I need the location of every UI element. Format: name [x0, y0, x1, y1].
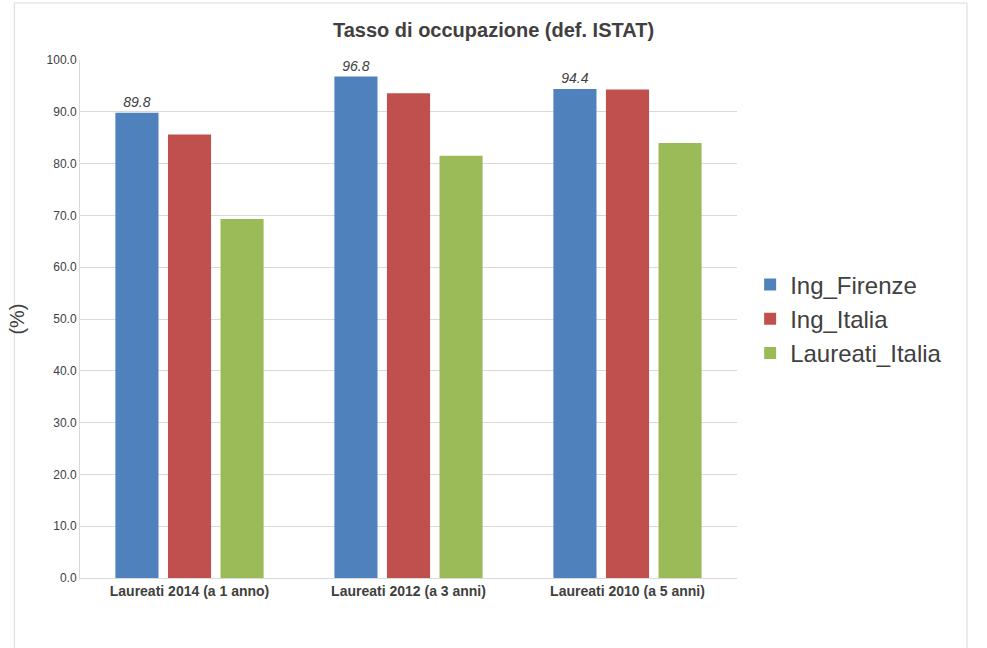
svg-text:30.0: 30.0 — [53, 416, 77, 430]
svg-text:70.0: 70.0 — [53, 209, 77, 223]
svg-text:94.4: 94.4 — [561, 70, 588, 86]
svg-text:Tasso di occupazione (def. IST: Tasso di occupazione (def. ISTAT) — [333, 19, 654, 41]
svg-text:Ing_Italia: Ing_Italia — [790, 306, 888, 333]
svg-text:20.0: 20.0 — [53, 468, 77, 482]
svg-text:Ing_Firenze: Ing_Firenze — [790, 272, 917, 299]
svg-text:50.0: 50.0 — [53, 312, 77, 326]
svg-text:89.8: 89.8 — [123, 94, 150, 110]
svg-text:90.0: 90.0 — [53, 105, 77, 119]
svg-text:80.0: 80.0 — [53, 157, 77, 171]
svg-text:Laureati 2010 (a 5 anni): Laureati 2010 (a 5 anni) — [550, 583, 705, 599]
svg-text:96.8: 96.8 — [342, 58, 369, 74]
svg-text:(%): (%) — [6, 303, 28, 334]
svg-text:40.0: 40.0 — [53, 364, 77, 378]
svg-text:60.0: 60.0 — [53, 260, 77, 274]
svg-text:100.0: 100.0 — [47, 53, 77, 67]
svg-text:Laureati_Italia: Laureati_Italia — [790, 340, 941, 367]
svg-text:Laureati 2012 (a 3 anni): Laureati 2012 (a 3 anni) — [331, 583, 486, 599]
svg-text:10.0: 10.0 — [53, 519, 77, 533]
svg-text:Laureati 2014 (a 1 anno): Laureati 2014 (a 1 anno) — [110, 583, 270, 599]
svg-text:0.0: 0.0 — [60, 571, 77, 585]
